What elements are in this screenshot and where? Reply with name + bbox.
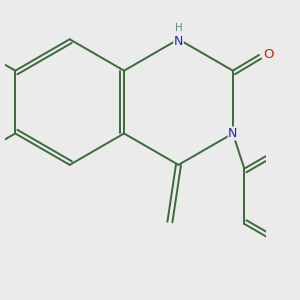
- Text: N: N: [228, 127, 238, 140]
- Text: H: H: [175, 23, 182, 33]
- Text: O: O: [263, 49, 274, 62]
- Text: N: N: [174, 35, 183, 48]
